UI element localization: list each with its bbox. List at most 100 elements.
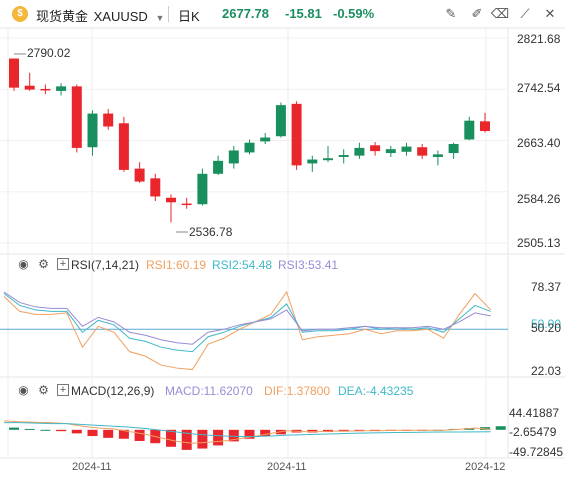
macd-bar: [9, 427, 19, 430]
rsi-axis-label: 22.03: [531, 364, 562, 378]
instrument-selector[interactable]: 现货黄金 XAUUSD ▼: [36, 6, 164, 25]
candle-body: [181, 203, 192, 206]
rsi1-value: RSI1:60.19: [146, 258, 207, 272]
rsi-line-rsi1: [3, 290, 492, 371]
dea-value: DEA:-4.43235: [338, 384, 414, 398]
candle-body: [448, 144, 459, 154]
eraser-icon[interactable]: ⌫: [490, 6, 510, 21]
candle-body: [291, 103, 302, 166]
rsi-title: RSI(7,14,21): [71, 258, 140, 272]
timeframe-selector[interactable]: 日K: [178, 9, 200, 24]
candle-body: [213, 160, 224, 174]
price-axis-label: 2663.40: [517, 136, 561, 150]
draw-tool-icon[interactable]: ✎: [445, 6, 457, 21]
expand-icon[interactable]: +: [57, 258, 69, 270]
chevron-down-icon: ▼: [155, 13, 165, 23]
price-axis-label: 2505.13: [517, 236, 561, 250]
candle-body: [228, 150, 239, 164]
macd-bar: [228, 429, 239, 442]
macd-axis-label: -49.72845: [509, 445, 564, 459]
candle-body: [354, 147, 365, 156]
macd-title: MACD(12,26,9): [71, 384, 155, 398]
candle-body: [134, 168, 145, 182]
gold-coin-icon: $: [12, 6, 28, 22]
gear-icon[interactable]: ⚙: [38, 383, 49, 397]
candle-body: [432, 154, 443, 157]
macd-bar: [495, 426, 506, 430]
candle-body: [166, 197, 176, 203]
candle-body: [370, 145, 381, 152]
candle-body: [401, 146, 412, 152]
candle-body: [87, 113, 98, 148]
rsi-axis-label: 50.20: [531, 321, 562, 335]
macd-bar: [87, 429, 98, 437]
price-change: -15.81: [285, 6, 322, 21]
candle-body: [275, 105, 286, 137]
candle-body: [260, 137, 271, 142]
macd-bar: [260, 429, 271, 437]
instrument-name: 现货黄金: [36, 9, 89, 24]
rsi-axis-label: 78.37: [531, 280, 562, 294]
expand-icon[interactable]: +: [57, 384, 69, 396]
macd-axis-label: -2.65479: [509, 425, 557, 439]
macd-bar: [56, 429, 67, 432]
rsi3-value: RSI3:53.41: [278, 258, 339, 272]
instrument-symbol: XAUUSD: [93, 9, 148, 24]
candle-body: [24, 85, 35, 90]
candle-body: [118, 123, 129, 170]
eye-icon[interactable]: ◉: [18, 257, 29, 271]
rsi-line-rsi2: [3, 293, 491, 353]
divider: [168, 6, 169, 22]
macd-bar: [244, 429, 255, 439]
macd-bar: [40, 429, 51, 431]
macd-bar: [71, 429, 82, 434]
pen-icon[interactable]: ✐: [471, 6, 483, 21]
x-axis-label: 2024-11: [267, 461, 307, 473]
dea-line: [4, 422, 491, 438]
price-axis-label: 2742.54: [517, 81, 561, 95]
high-annotation: 2790.02: [27, 46, 71, 60]
macd-bar: [213, 429, 224, 446]
candle-body: [480, 121, 490, 132]
candle-body: [71, 86, 82, 148]
candle-body: [464, 120, 475, 140]
macd-value: MACD:11.62070: [165, 384, 253, 398]
toolbar: $ 现货黄金 XAUUSD ▼ 日K 2677.78 -15.81 -0.59%…: [0, 0, 565, 28]
candle-body: [323, 158, 333, 161]
x-axis-label: 2024-11: [72, 461, 112, 473]
macd-bar: [103, 429, 114, 438]
macd-bar: [181, 429, 192, 450]
low-annotation: 2536.78: [189, 225, 233, 239]
rsi2-value: RSI2:54.48: [212, 258, 273, 272]
macd-bar: [197, 429, 208, 449]
eye-icon[interactable]: ◉: [18, 383, 29, 397]
candle-body: [307, 159, 318, 164]
candle-body: [40, 88, 51, 91]
macd-axis-label: 44.41887: [509, 406, 560, 420]
candle-body: [150, 178, 161, 197]
price-change-pct: -0.59%: [333, 6, 375, 21]
price-axis-label: 2821.68: [517, 32, 561, 46]
dif-line: [3, 420, 491, 444]
candle-body: [103, 113, 114, 127]
macd-bar: [24, 428, 35, 430]
price-axis-label: 2584.26: [517, 192, 561, 206]
close-icon[interactable]: ✕: [544, 6, 556, 21]
candle-body: [417, 147, 428, 156]
rsi-line-rsi3: [3, 291, 491, 345]
dif-value: DIF:1.37800: [264, 384, 331, 398]
gear-icon[interactable]: ⚙: [38, 257, 49, 271]
candle-body: [9, 58, 19, 88]
rsi-axis-label: 50.00: [531, 317, 562, 331]
macd-bar: [166, 429, 176, 447]
candle-body: [338, 155, 349, 157]
candle-body: [56, 86, 67, 91]
last-price: 2677.78: [222, 6, 269, 21]
x-axis-label: 2024-12: [465, 461, 506, 473]
magnet-icon[interactable]: ⟋: [520, 6, 530, 21]
macd-bar: [134, 429, 145, 441]
candle-body: [197, 173, 208, 205]
candle-body: [385, 149, 396, 154]
macd-bar: [118, 429, 129, 439]
